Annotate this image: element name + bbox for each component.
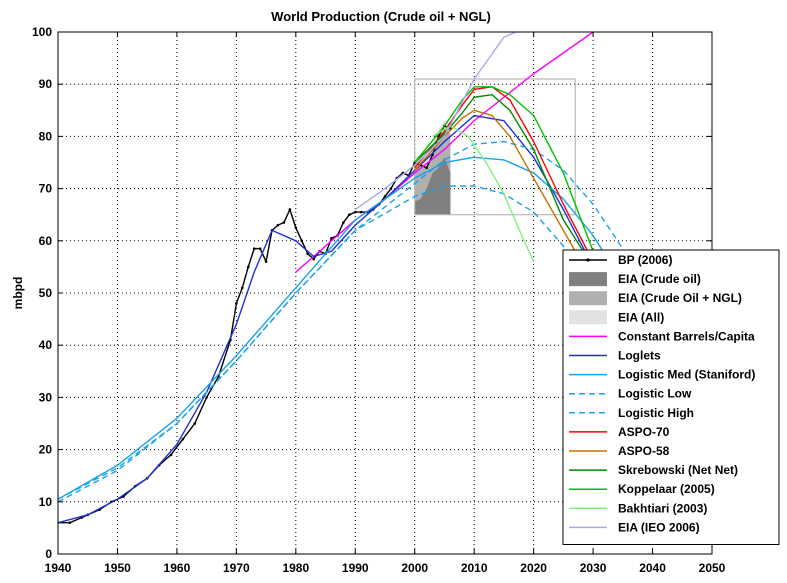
legend-label: ASPO-58 [618,444,670,458]
point-bp-2006 [306,252,310,256]
line-layer [58,32,654,524]
point-bp-2006 [252,247,256,250]
y-tick-label: 90 [39,77,53,91]
point-bp-2006 [359,210,363,214]
point-bp-2006 [205,396,208,399]
legend-label: Logistic High [618,406,694,420]
x-tick-label: 2050 [699,561,726,575]
point-bp-2006 [312,257,315,261]
legend-swatch [569,310,607,325]
point-bp-2006 [383,195,387,198]
point-bp-2006 [169,453,173,457]
chart-title: World Production (Crude oil + NGL) [271,9,491,24]
point-bp-2006 [235,302,238,305]
point-bp-2006 [241,286,244,290]
y-tick-label: 40 [39,338,53,352]
legend-swatch [569,291,607,306]
y-tick-label: 60 [39,234,53,248]
point-bp-2006 [282,221,286,224]
point-bp-2006 [294,226,298,230]
y-tick-label: 20 [39,443,53,457]
x-tick-label: 1970 [223,561,250,575]
legend-label: Koppelaar (2005) [618,482,715,496]
point-bp-2006 [181,437,185,441]
legend-label: EIA (Crude Oil + NGL) [618,291,742,305]
legend-swatch [569,272,607,287]
series-logistic-high [58,140,654,503]
x-tick-label: 1960 [164,561,191,575]
point-bp-2006 [288,208,292,211]
point-bp-2006 [389,187,393,190]
x-tick-label: 2000 [401,561,428,575]
x-tick-label: 2040 [639,561,666,575]
point-bp-2006 [246,265,250,269]
point-bp-2006 [264,260,268,263]
point-bp-2006 [300,239,304,243]
point-bp-2006 [193,422,197,425]
y-axis-label: mbpd [11,277,25,310]
inset-box [414,78,576,216]
point-bp-2006 [342,221,345,224]
series-loglets [58,114,624,524]
legend-label: Skrebowski (Net Net) [618,463,738,477]
legend-label: Bakhtiari (2003) [618,501,707,515]
point-bp-2006 [353,210,357,214]
legend-label: EIA (Crude oil) [618,272,701,286]
y-tick-label: 10 [39,495,53,509]
series-skrebowski-net-net [414,93,594,268]
legend-label: BP (2006) [618,253,672,267]
point-bp-2006 [68,521,72,524]
y-tick-label: 30 [39,390,53,404]
point-bp-2006 [276,223,280,227]
series-aspo-58 [414,109,594,283]
point-bp-2006 [330,236,333,240]
x-tick-label: 2010 [461,561,488,575]
y-tick-label: 70 [39,182,53,196]
series-logistic-med-staniford [58,156,624,500]
series-constant-barrels-capita [295,32,594,273]
area-eia-crude-oil [414,157,451,215]
legend-label: Constant Barrels/Capita [618,329,755,343]
point-bp-2006 [348,213,351,216]
y-tick-label: 0 [45,547,52,561]
x-tick-label: 1980 [282,561,309,575]
point-bp-2006 [425,166,428,170]
y-tick-label: 80 [39,129,53,143]
x-tick-label: 1990 [342,561,369,575]
legend-label: Logistic Med (Staniford) [618,368,755,382]
legend-label: ASPO-70 [618,425,670,439]
y-tick-label: 50 [39,286,53,300]
legend: BP (2006) EIA (Crude oil) EIA (Crude Oil +… [562,249,780,545]
legend-marker [586,258,590,262]
legend-label: Loglets [618,349,661,363]
x-tick-label: 1950 [104,561,131,575]
point-bp-2006 [258,247,262,250]
x-tick-label: 2030 [580,561,607,575]
x-tick-label: 1940 [45,561,72,575]
y-tick-label: 100 [32,25,52,39]
series-bp-2006 [58,125,451,524]
legend-label: EIA (All) [618,310,664,324]
series-eia-ieo-2006 [354,32,517,211]
x-tick-label: 2020 [520,561,547,575]
legend-label: EIA (IEO 2006) [618,520,700,534]
series-koppelaar-2005 [414,86,594,252]
legend-label: Logistic Low [618,387,692,401]
